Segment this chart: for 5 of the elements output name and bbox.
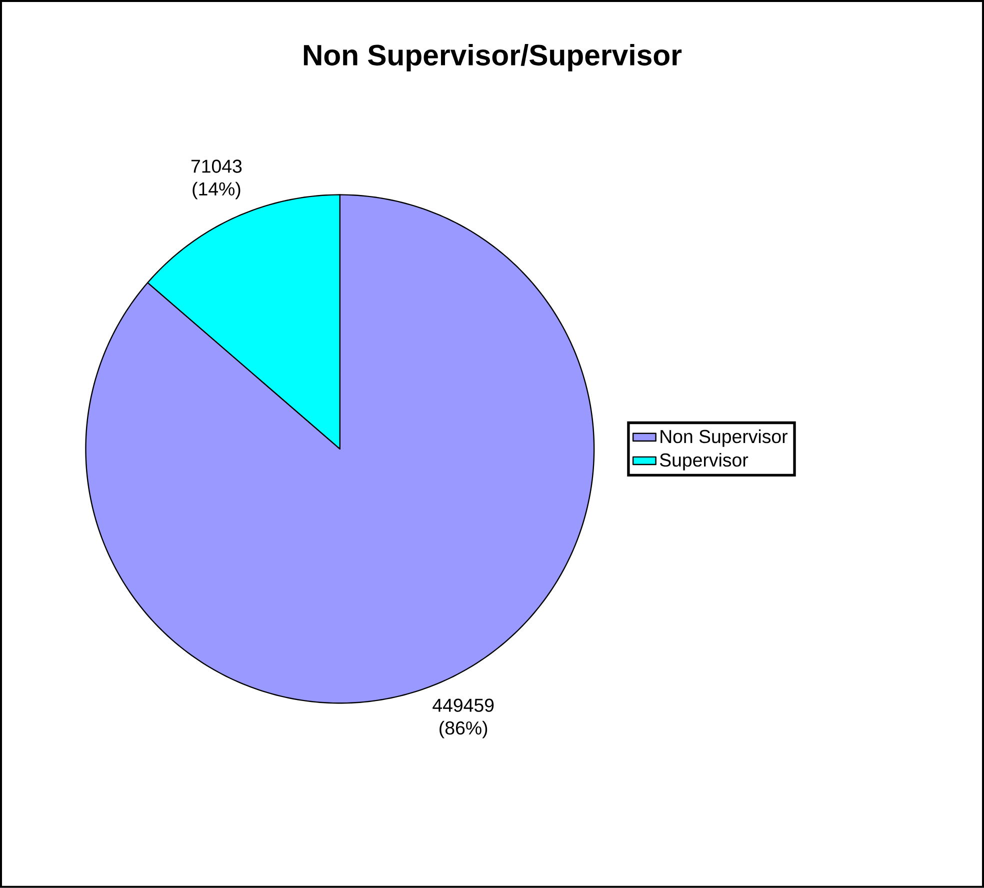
legend-label: Supervisor bbox=[660, 452, 748, 470]
data-label: 449459 (86%) bbox=[432, 698, 494, 738]
data-label: 71043 (14%) bbox=[191, 160, 242, 200]
chart-title: Non Supervisor/Supervisor bbox=[304, 44, 682, 72]
legend-label: Non Supervisor bbox=[660, 429, 788, 447]
